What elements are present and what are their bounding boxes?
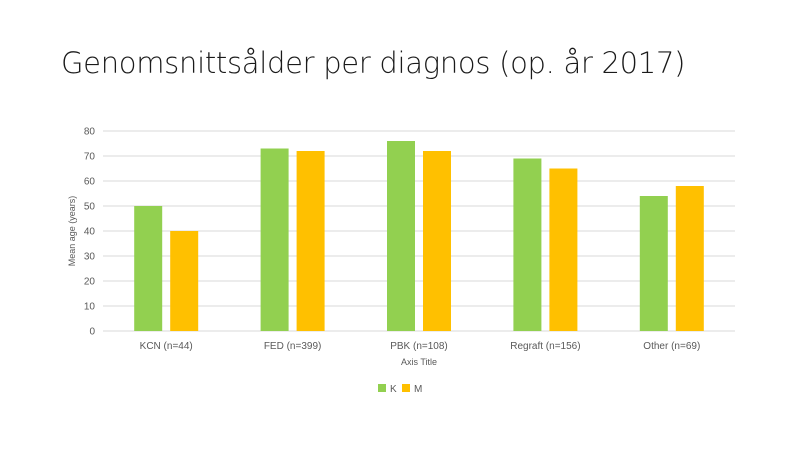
x-tick-label: Other (n=69) [643,341,700,352]
bar-m-5 [675,186,704,331]
legend-swatch-k [378,384,386,392]
bars [134,141,704,331]
x-tick-label: KCN (n=44) [140,341,193,352]
bar-m-4 [549,168,578,331]
y-tick-label: 80 [84,127,96,138]
bar-k-3 [387,141,415,331]
y-tick-label: 60 [84,177,96,188]
y-tick-label: 70 [84,152,96,163]
x-tick-label: Regraft (n=156) [510,341,580,352]
legend-label-k: K [390,384,397,395]
y-tick-label: 10 [84,302,96,313]
y-tick-label: 0 [89,327,95,338]
legend-label-m: M [414,384,422,395]
x-axis-title: Axis Title [401,357,437,367]
bar-k-4 [513,158,542,331]
bar-m-3 [423,151,451,331]
y-tick-label: 40 [84,227,96,238]
bar-m-2 [296,151,325,331]
x-tick-label: FED (n=399) [264,341,322,352]
slide-title: Genomsnittsålder per diagnos (op. år 201… [61,46,686,80]
y-tick-label: 50 [84,202,96,213]
gridlines [103,130,735,332]
y-tick-label: 30 [84,252,96,263]
y-axis-ticks: 0 10 20 30 40 50 60 70 80 [84,127,96,338]
bar-k-2 [260,148,289,331]
legend-swatch-m [402,384,410,392]
bar-k-1 [134,206,163,331]
bar-m-1 [170,231,199,331]
x-axis-ticks: KCN (n=44) FED (n=399) PBK (n=108) Regraft … [140,341,701,352]
y-tick-label: 20 [84,277,96,288]
y-axis-title: Mean age (years) [67,196,77,267]
x-tick-label: PBK (n=108) [390,341,448,352]
bar-k-5 [639,196,668,331]
